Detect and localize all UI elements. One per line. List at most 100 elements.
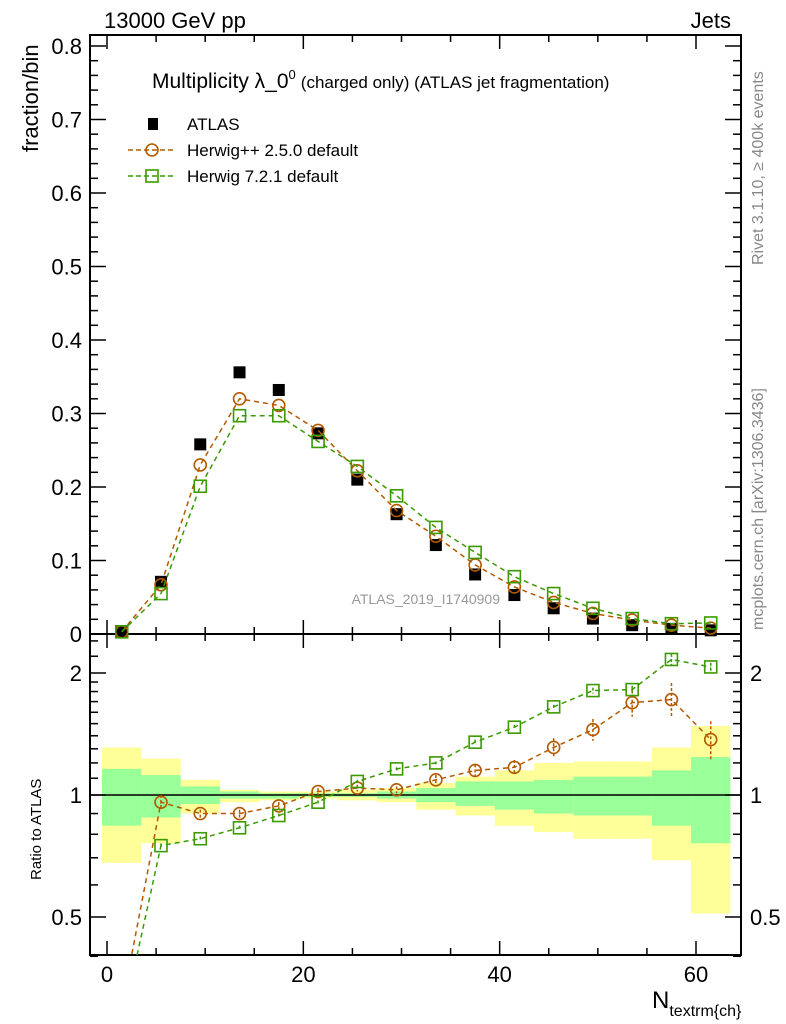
ratio-point xyxy=(586,683,600,698)
y-tick-label: 0.6 xyxy=(51,181,82,206)
stat-uncertainty-band xyxy=(534,779,574,814)
data-point xyxy=(468,545,482,560)
stat-uncertainty-band xyxy=(691,757,731,844)
data-point xyxy=(429,520,443,535)
main-frame xyxy=(89,34,742,635)
x-tick-label: 0 xyxy=(101,962,113,987)
x-tick-label: 60 xyxy=(684,962,708,987)
data-point xyxy=(272,383,285,396)
ratio-point xyxy=(389,782,404,797)
ratio-y-tick-label-right: 1 xyxy=(750,783,762,808)
ratio-point xyxy=(546,700,561,714)
data-point xyxy=(507,580,522,594)
x-axis-label: Ntextrm{ch} xyxy=(652,987,742,1020)
series-line xyxy=(121,414,711,633)
ratio-point xyxy=(271,799,286,813)
ratio-y-tick-label: 0.5 xyxy=(51,905,82,930)
data-point xyxy=(114,624,129,639)
ratio-y-tick-label-right: 0.5 xyxy=(750,905,781,930)
data-point xyxy=(232,408,247,423)
y-tick-label: 0.4 xyxy=(51,328,82,353)
y-tick-label: 0.5 xyxy=(51,255,82,280)
y-tick-label: 0.7 xyxy=(51,108,82,133)
legend-label: Herwig++ 2.5.0 default xyxy=(187,141,358,160)
data-point xyxy=(625,611,639,626)
data-point xyxy=(271,408,286,423)
ratio-y-tick-label-right: 2 xyxy=(750,661,762,686)
ratio-point xyxy=(664,652,679,667)
legend-marker xyxy=(145,143,159,157)
x-tick-label: 20 xyxy=(291,962,315,987)
ratio-point xyxy=(350,774,365,789)
legend-marker xyxy=(145,169,159,183)
data-point xyxy=(193,479,208,494)
stat-uncertainty-band xyxy=(612,776,652,816)
legend-marker xyxy=(148,118,158,130)
data-point xyxy=(389,489,404,503)
top-right-label: Jets xyxy=(691,8,731,33)
data-point xyxy=(546,595,561,610)
ratio-point xyxy=(311,784,325,799)
data-point xyxy=(664,616,679,631)
ratio-point xyxy=(546,740,561,755)
ratio-point xyxy=(193,806,208,821)
main-panel: 0 0.1 0.2 0.3 0.4 0.5 0.6 0.7 0.8 xyxy=(51,34,742,955)
ratio-point xyxy=(232,820,247,835)
y-tick-label: 0.1 xyxy=(51,549,82,574)
data-point xyxy=(233,366,246,379)
side-label-rivet: Rivet 3.1.10, ≥ 400k events xyxy=(750,71,767,265)
y-tick-label: 0 xyxy=(70,622,82,647)
ratio-point xyxy=(311,795,325,809)
data-point xyxy=(703,616,718,630)
stat-uncertainty-band xyxy=(259,793,299,799)
watermark: ATLAS_2019_I1740909 xyxy=(352,591,501,607)
y-tick-label: 0.3 xyxy=(51,402,82,427)
stat-uncertainty-band xyxy=(102,768,142,826)
ratio-panel: 0 20 40 60 0.5 0.5 1 1 2 2 xyxy=(51,633,781,987)
data-point xyxy=(154,586,168,601)
ratio-point xyxy=(625,682,639,697)
ratio-point xyxy=(389,762,404,776)
y-tick-label: 0.8 xyxy=(51,34,82,59)
data-point xyxy=(154,577,168,592)
ratio-point xyxy=(703,732,718,747)
ratio-point xyxy=(429,773,443,787)
data-point xyxy=(469,568,482,581)
x-tick-label: 40 xyxy=(487,962,511,987)
data-point xyxy=(232,391,247,406)
ratio-point xyxy=(468,763,482,778)
ratio-point xyxy=(468,735,482,749)
data-point xyxy=(429,529,443,544)
data-point xyxy=(389,503,404,518)
legend: ATLAS Herwig++ 2.5.0 default Herwig 7.2.1 … xyxy=(128,115,358,186)
ratio-line xyxy=(130,698,712,955)
ratio-point xyxy=(429,756,443,770)
data-point xyxy=(350,459,365,474)
ratio-point xyxy=(664,692,679,707)
data-point xyxy=(271,398,286,413)
data-point xyxy=(311,434,325,449)
data-point xyxy=(193,458,208,472)
ratio-point xyxy=(625,695,639,710)
ratio-point xyxy=(193,831,208,846)
ratio-point xyxy=(154,795,168,809)
chart-title: Multiplicity λ_00 (charged only) (ATLAS j… xyxy=(152,67,609,93)
series-line xyxy=(121,397,711,633)
legend-label: ATLAS xyxy=(187,115,240,134)
ratio-y-axis-label: Ratio to ATLAS xyxy=(28,779,45,880)
ratio-point xyxy=(154,838,168,853)
data-point xyxy=(586,612,599,625)
ratio-point xyxy=(507,760,522,775)
ratio-point xyxy=(703,660,718,674)
ratio-y-tick-label: 2 xyxy=(70,661,82,686)
y-tick-label: 0.2 xyxy=(51,475,82,500)
ratio-point xyxy=(586,722,600,737)
y-axis-label: fraction/bin xyxy=(18,44,43,152)
stat-uncertainty-band xyxy=(651,770,692,826)
top-left-label: 13000 GeV pp xyxy=(104,8,246,33)
ratio-point xyxy=(232,806,247,821)
stat-uncertainty-band xyxy=(455,781,495,806)
legend-label: Herwig 7.2.1 default xyxy=(187,167,338,186)
data-point xyxy=(546,586,561,601)
